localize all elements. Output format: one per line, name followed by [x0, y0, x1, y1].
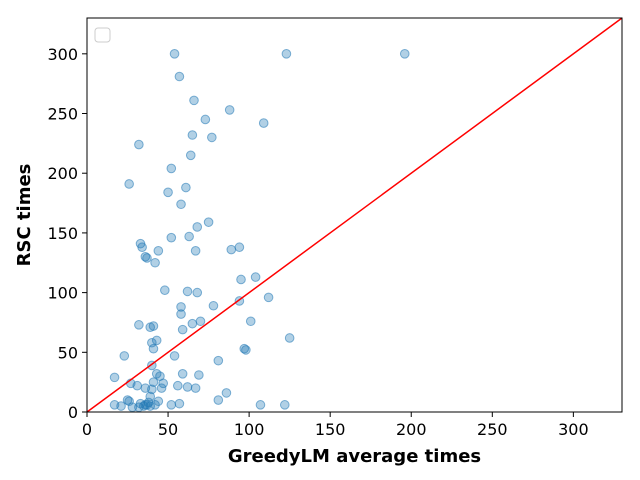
data-point	[132, 380, 143, 391]
reference-line	[86, 17, 623, 413]
data-point	[184, 231, 194, 242]
data-point	[255, 400, 266, 410]
data-point	[142, 253, 152, 263]
data-point	[148, 321, 159, 331]
x-tick-label: 200	[396, 420, 427, 439]
data-point	[124, 179, 134, 189]
y-axis-ticks: 0 50 100 150 200 250 300	[47, 45, 87, 422]
x-tick-label: 250	[477, 420, 508, 439]
data-point	[181, 182, 191, 193]
data-point	[234, 242, 245, 253]
data-point	[169, 49, 180, 59]
data-point	[203, 217, 214, 227]
data-point	[166, 400, 177, 410]
data-point	[200, 114, 211, 125]
data-point	[185, 150, 196, 161]
x-tick-label: 150	[315, 420, 346, 439]
data-point	[182, 286, 193, 297]
data-point	[190, 383, 201, 393]
y-tick-label: 50	[58, 343, 78, 362]
data-point	[195, 316, 206, 327]
data-point	[236, 274, 246, 285]
data-point	[134, 139, 144, 150]
data-point	[192, 222, 203, 232]
x-axis-label: GreedyLM average times	[228, 446, 481, 467]
data-point	[148, 377, 159, 387]
data-point	[153, 246, 164, 256]
y-tick-label: 200	[47, 164, 78, 183]
legend	[94, 27, 111, 43]
data-point	[137, 242, 147, 253]
data-point	[160, 285, 170, 296]
data-point	[163, 187, 173, 198]
data-point	[189, 95, 199, 106]
data-point	[187, 130, 198, 140]
x-tick-label: 300	[558, 420, 589, 439]
x-tick-label: 50	[158, 420, 178, 439]
data-point	[284, 333, 295, 343]
data-point	[208, 300, 219, 311]
x-axis-ticks: 0 50 100 150 200 250 300	[82, 412, 589, 439]
data-points	[109, 49, 410, 413]
data-point	[177, 324, 188, 335]
data-point	[182, 382, 193, 392]
data-point	[194, 370, 204, 380]
data-point	[172, 380, 183, 391]
y-tick-label: 150	[47, 224, 78, 243]
x-tick-label: 0	[82, 420, 92, 439]
data-point	[226, 244, 237, 255]
data-point	[207, 132, 217, 143]
data-point	[116, 401, 126, 411]
y-tick-label: 300	[47, 45, 78, 64]
y-tick-label: 100	[47, 284, 78, 303]
data-point	[213, 395, 224, 405]
data-point	[250, 272, 261, 282]
data-point	[224, 105, 235, 115]
data-point	[177, 368, 188, 379]
data-point	[150, 400, 160, 410]
data-point	[119, 351, 130, 361]
data-point	[150, 257, 160, 268]
x-tick-label: 100	[234, 420, 265, 439]
data-point	[174, 398, 185, 409]
data-point	[281, 49, 292, 59]
data-point	[241, 345, 251, 355]
y-tick-label: 250	[47, 105, 78, 124]
data-point	[169, 351, 180, 361]
data-point	[245, 316, 256, 327]
data-point	[279, 400, 290, 410]
data-point	[176, 309, 186, 319]
data-point	[187, 318, 198, 329]
y-tick-label: 0	[68, 403, 78, 422]
data-point	[156, 383, 167, 393]
data-point	[176, 199, 186, 210]
data-point	[148, 343, 159, 354]
data-point	[190, 246, 201, 256]
data-point	[221, 388, 232, 398]
data-point	[166, 163, 177, 174]
data-point	[151, 335, 162, 346]
data-point	[134, 320, 144, 330]
data-point	[213, 355, 224, 366]
plot-frame	[86, 17, 623, 413]
data-point	[263, 292, 274, 303]
data-point	[176, 302, 186, 312]
data-point	[399, 49, 410, 59]
data-point	[109, 372, 120, 383]
data-point	[258, 118, 269, 128]
data-point	[192, 287, 203, 298]
y-axis-label: RSC times	[14, 164, 35, 267]
data-point	[166, 232, 177, 243]
data-point	[174, 71, 185, 82]
data-point	[153, 396, 164, 407]
data-point	[147, 384, 157, 395]
